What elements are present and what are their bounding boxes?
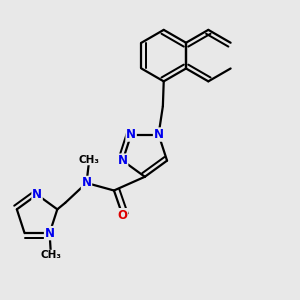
Text: N: N	[154, 128, 164, 141]
Text: CH₃: CH₃	[40, 250, 61, 260]
Text: N: N	[45, 226, 55, 240]
Text: N: N	[32, 188, 42, 201]
Text: O: O	[118, 209, 128, 222]
Text: N: N	[118, 154, 128, 167]
Text: CH₃: CH₃	[79, 154, 100, 165]
Text: N: N	[126, 128, 136, 141]
Text: N: N	[82, 176, 92, 190]
